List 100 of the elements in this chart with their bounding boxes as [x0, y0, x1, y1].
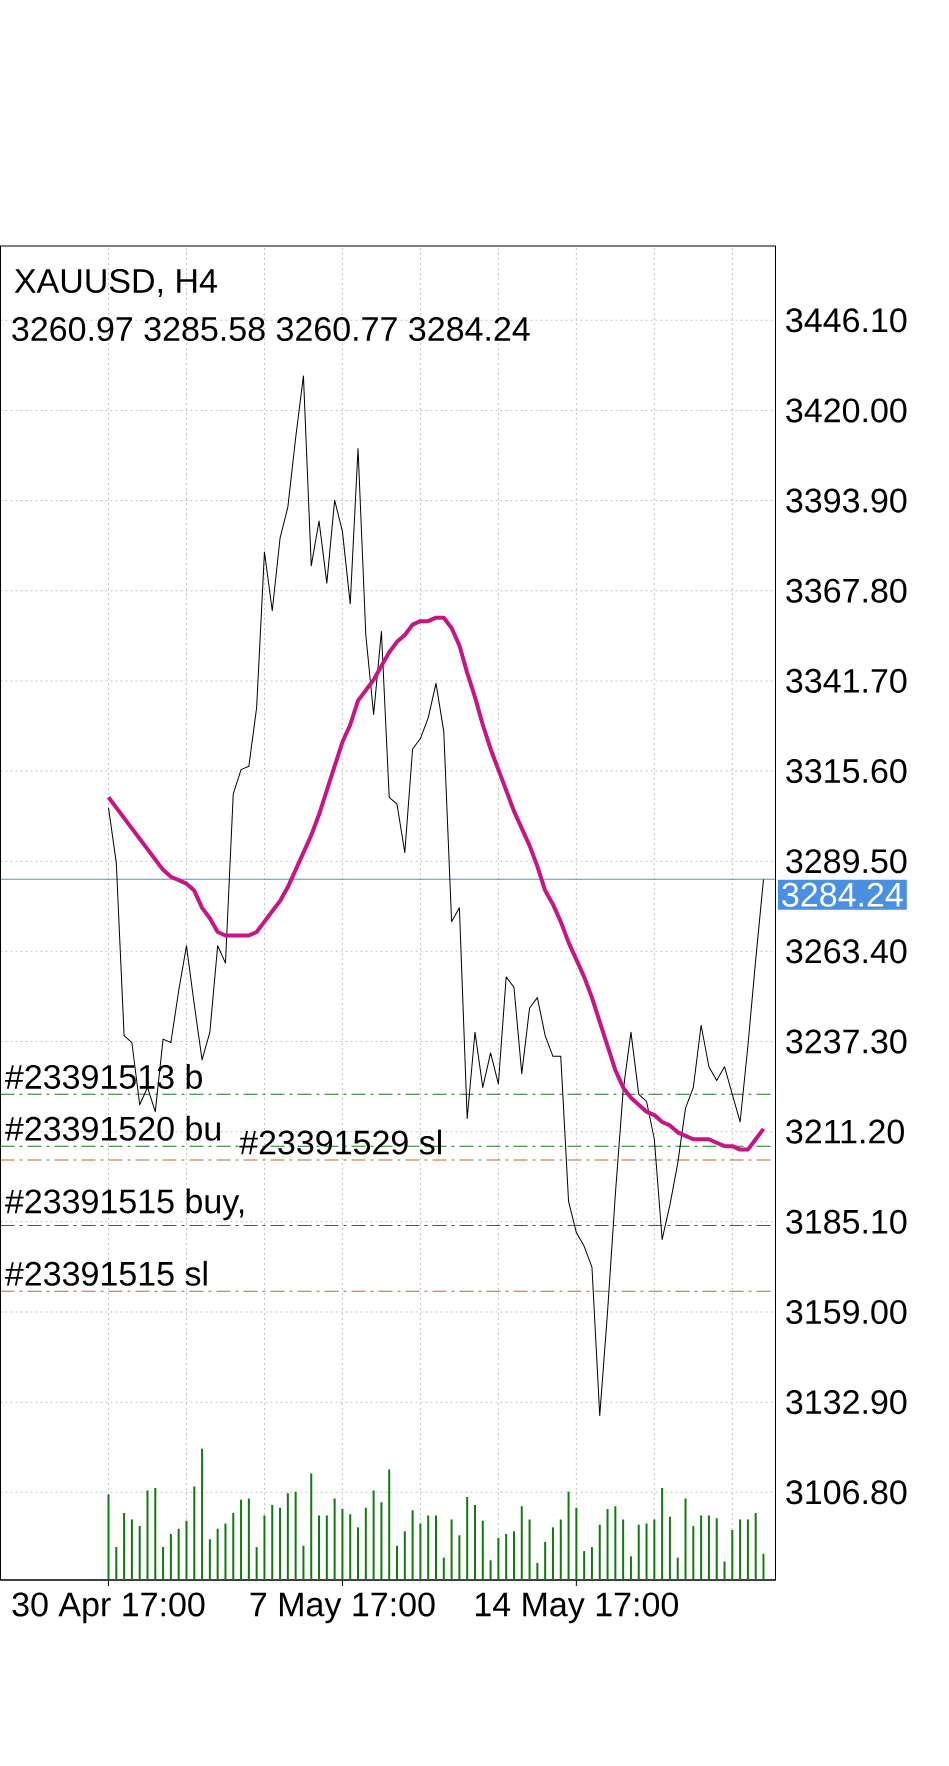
y-tick-label: 3106.80 [786, 1480, 907, 1505]
y-tick-label: 3263.40 [786, 939, 907, 964]
text: 3260.97 3285.58 3260.77 3284.24 [12, 316, 530, 342]
y-tick-label: 3446.10 [786, 308, 907, 333]
bar [263, 1515, 266, 1581]
x-tick-label: 14 May 17:00 [476, 1592, 679, 1624]
bar [341, 1508, 344, 1581]
bar [708, 1515, 711, 1581]
bar [513, 1531, 516, 1581]
bar [224, 1523, 227, 1581]
bar [107, 1494, 110, 1581]
ref-line-label: 3284.24 [782, 882, 904, 907]
bar [162, 1547, 165, 1581]
y-tick-label: 3132.90 [786, 1390, 907, 1415]
y-tick-label: 3237.30 [786, 1029, 907, 1054]
bar [333, 1498, 336, 1581]
bar [715, 1518, 718, 1581]
ref-line-label: #23391520 bu [5, 1115, 221, 1141]
bar [505, 1533, 508, 1581]
bar [388, 1469, 391, 1581]
bar [279, 1507, 282, 1581]
bar [396, 1545, 399, 1581]
y-tick-label: 3289.50 [786, 849, 907, 874]
ref-line-label: #23391515 sl [5, 1260, 207, 1286]
bar [458, 1535, 461, 1581]
y-tick-label: 3185.10 [786, 1209, 907, 1234]
bar [739, 1519, 742, 1581]
x-tick-label: 7 May 17:00 [250, 1592, 435, 1624]
bar [154, 1487, 157, 1581]
bar [170, 1533, 173, 1581]
bar [240, 1499, 243, 1581]
y-tick-label: 3393.90 [786, 488, 907, 513]
ref-line-label: #23391529 sl [239, 1129, 442, 1155]
bar [544, 1541, 547, 1581]
x-tick-label: 30 Apr 17:00 [12, 1592, 205, 1624]
y-tick-label: 3315.60 [786, 759, 907, 784]
bar [521, 1506, 524, 1581]
bar [599, 1524, 601, 1581]
bar [177, 1528, 180, 1581]
bar [302, 1545, 305, 1581]
bar [567, 1491, 570, 1581]
ref-line-label: #23391515 buy, [5, 1188, 244, 1221]
bar [131, 1519, 134, 1581]
bar [606, 1508, 609, 1581]
bar [365, 1507, 368, 1581]
bar [115, 1547, 118, 1581]
bar [443, 1557, 446, 1581]
bar [754, 1512, 757, 1581]
bar [669, 1516, 672, 1581]
bar [201, 1448, 204, 1581]
y-tick-label: 3420.00 [786, 398, 907, 423]
y-tick-label: 3159.00 [786, 1299, 907, 1325]
bar [209, 1539, 212, 1581]
bar [482, 1520, 485, 1581]
bar [193, 1486, 196, 1581]
bar [692, 1526, 695, 1581]
bar [684, 1498, 687, 1581]
bar [583, 1551, 586, 1581]
bar [497, 1537, 500, 1581]
bar [216, 1528, 219, 1581]
bar [622, 1519, 625, 1581]
bar [372, 1490, 375, 1581]
bar [138, 1526, 141, 1581]
bar [310, 1473, 313, 1581]
bar [528, 1519, 531, 1581]
y-tick-label: 3341.70 [786, 668, 907, 693]
bar [326, 1515, 329, 1581]
bar [271, 1505, 274, 1581]
bar [435, 1515, 438, 1581]
bar [185, 1520, 188, 1581]
bar [731, 1530, 734, 1581]
bar [676, 1557, 679, 1581]
bar [591, 1547, 594, 1581]
bar [357, 1527, 360, 1581]
bar [404, 1531, 407, 1581]
bar [380, 1502, 383, 1581]
bar [474, 1505, 477, 1581]
bar [287, 1493, 290, 1581]
bar [146, 1490, 149, 1581]
text: XAUUSD, H4 [14, 268, 218, 298]
bar [637, 1524, 640, 1581]
bar [255, 1547, 258, 1581]
bar [427, 1515, 430, 1581]
bar [575, 1507, 578, 1581]
bar [560, 1519, 563, 1581]
bar [614, 1506, 617, 1581]
y-tick-label: 3367.80 [786, 578, 907, 603]
bar [318, 1515, 321, 1581]
bar [419, 1523, 422, 1581]
bar [700, 1515, 703, 1581]
bar [411, 1510, 414, 1581]
bar [294, 1491, 297, 1581]
bar [536, 1562, 539, 1581]
bar [248, 1498, 251, 1581]
bar [552, 1527, 555, 1581]
bar [723, 1561, 726, 1581]
y-tick-label: 3211.20 [786, 1119, 905, 1144]
bar [747, 1519, 750, 1581]
bar [661, 1487, 664, 1581]
bar [645, 1523, 648, 1581]
